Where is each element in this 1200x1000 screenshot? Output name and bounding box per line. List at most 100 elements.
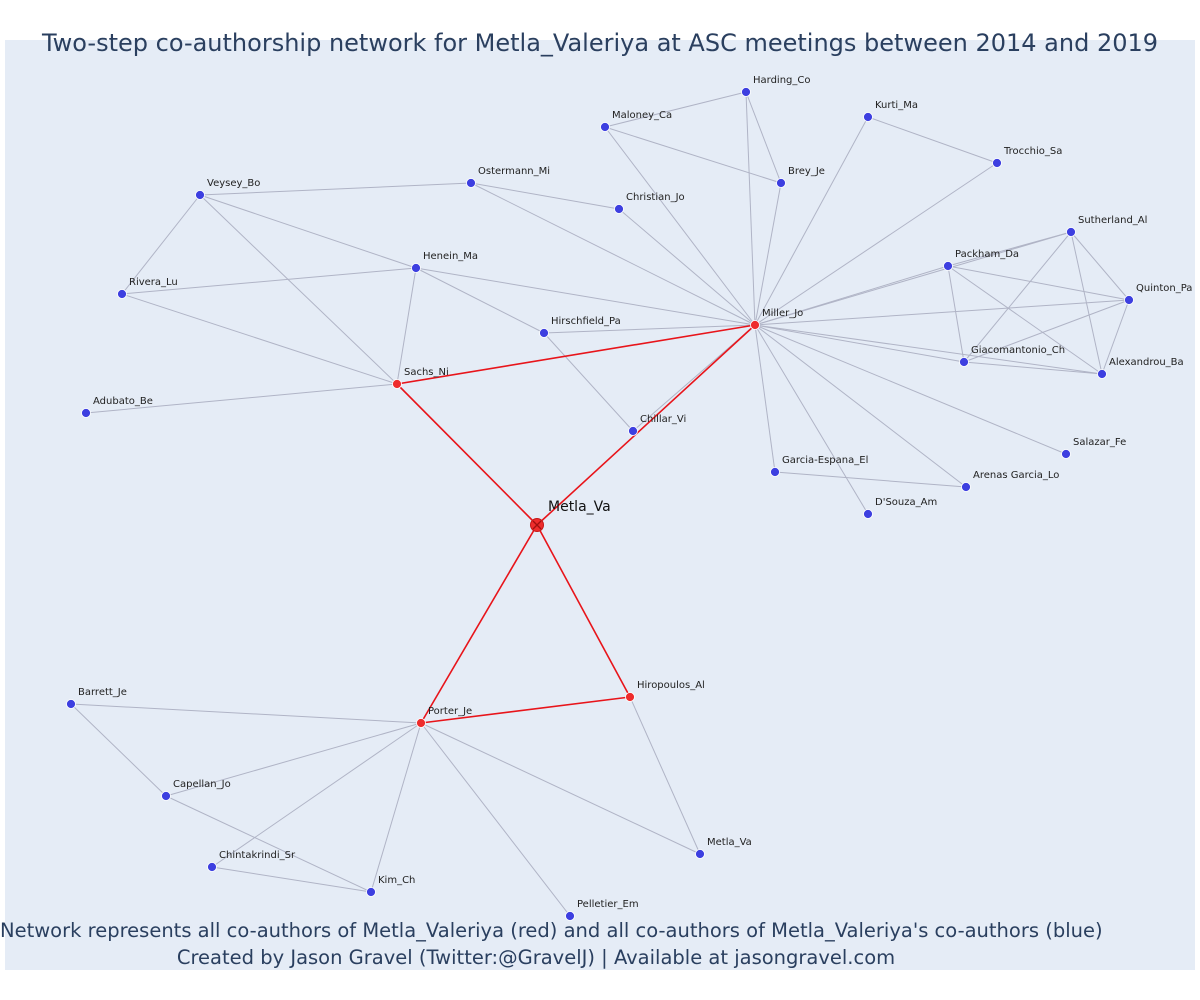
node-salazar_fe[interactable] <box>1061 449 1071 459</box>
node-label-pelletier_em: Pelletier_Em <box>577 899 639 910</box>
edge-miller_jo-giacomantonio_ch <box>754 324 965 363</box>
node-porter_je[interactable] <box>416 718 426 728</box>
edge-miller_jo-arenas_garcia_lo <box>754 324 967 488</box>
node-label-arenas_garcia_lo: Arenas Garcia_Lo <box>973 470 1059 481</box>
node-maloney_ca[interactable] <box>600 122 610 132</box>
node-label-christian_jo: Christian_Jo <box>626 192 685 203</box>
edge-veysey_bo-rivera_lu <box>121 194 201 295</box>
edge-christian_jo-miller_jo <box>618 208 756 326</box>
edge-sachs_ni-henein_ma <box>396 267 417 385</box>
node-kim_ch[interactable] <box>366 887 376 897</box>
node-label-metla_va_focus: Metla_Va <box>548 499 611 515</box>
footer-line-description: Network represents all co-authors of Met… <box>0 919 1103 942</box>
node-label-chintakrindi_sr: Chintakrindi_Sr <box>219 850 296 861</box>
node-label-miller_jo: Miller_Jo <box>762 308 803 319</box>
node-rivera_lu[interactable] <box>117 289 127 299</box>
node-arenas_garcia_lo[interactable] <box>961 482 971 492</box>
node-chillar_vi[interactable] <box>628 426 638 436</box>
edge-porter_je-pelletier_em <box>420 722 571 917</box>
edge-metla_va_focus-miller_jo <box>536 324 756 526</box>
node-label-adubato_be: Adubato_Be <box>93 396 153 407</box>
node-alexandrou_ba[interactable] <box>1097 369 1107 379</box>
label-layer: Metla_Va Sachs_Ni Miller_Jo Porter_Je Hiropo… <box>78 75 1192 910</box>
footer-caption: Network represents all co-authors of Met… <box>0 917 1103 971</box>
edge-kurti_ma-trocchio_sa <box>867 116 998 164</box>
node-label-maloney_ca: Maloney_Ca <box>612 110 672 121</box>
node-label-barrett_je: Barrett_Je <box>78 687 127 698</box>
edge-sachs_ni-adubato_be <box>85 383 398 414</box>
node-label-sutherland_al: Sutherland_Al <box>1078 215 1147 226</box>
edge-packham_da-quinton_pa <box>947 265 1130 301</box>
edge-ostermann_mi-miller_jo <box>470 182 756 326</box>
edge-metla_va_focus-porter_je <box>420 524 538 724</box>
edge-miller_jo-salazar_fe <box>754 324 1067 455</box>
edge-metla_va_focus-hiropoulos_al <box>536 524 631 698</box>
edge-sutherland_al-quinton_pa <box>1070 231 1130 301</box>
node-label-kim_ch: Kim_Ch <box>378 875 415 886</box>
edge-porter_je-chintakrindi_sr <box>211 722 422 868</box>
node-hiropoulos_al[interactable] <box>625 692 635 702</box>
edge-miller_jo-dsouza_am <box>754 324 869 515</box>
edge-veysey_bo-henein_ma <box>199 194 417 269</box>
node-pelletier_em[interactable] <box>565 911 575 921</box>
edge-maloney_ca-harding_co <box>604 91 747 128</box>
node-miller_jo[interactable] <box>750 320 760 330</box>
node-label-brey_je: Brey_Je <box>788 166 825 177</box>
node-adubato_be[interactable] <box>81 408 91 418</box>
node-sutherland_al[interactable] <box>1066 227 1076 237</box>
edge-sachs_ni-rivera_lu <box>121 293 398 385</box>
node-harding_co[interactable] <box>741 87 751 97</box>
edge-miller_jo-alexandrou_ba <box>754 324 1103 375</box>
edge-ostermann_mi-christian_jo <box>470 182 620 210</box>
edge-packham_da-sutherland_al <box>947 231 1072 267</box>
node-hirschfield_pa[interactable] <box>539 328 549 338</box>
node-label-quinton_pa: Quinton_Pa <box>1136 283 1192 294</box>
edge-henein_ma-miller_jo <box>415 267 756 326</box>
node-label-garcia_espana_el: Garcia-Espana_El <box>782 455 868 466</box>
node-giacomantonio_ch[interactable] <box>959 357 969 367</box>
edge-henein_ma-hirschfield_pa <box>415 267 545 334</box>
node-label-harding_co: Harding_Co <box>753 75 811 86</box>
node-henein_ma[interactable] <box>411 263 421 273</box>
node-metla_va_other[interactable] <box>695 849 705 859</box>
edge-porter_je-barrett_je <box>70 703 422 724</box>
node-label-capellan_jo: Capellan_Jo <box>173 779 231 790</box>
edge-giacomantonio_ch-alexandrou_ba <box>963 361 1103 375</box>
node-capellan_jo[interactable] <box>161 791 171 801</box>
node-layer <box>66 87 1134 921</box>
node-veysey_bo[interactable] <box>195 190 205 200</box>
edge-sutherland_al-giacomantonio_ch <box>963 231 1072 363</box>
node-label-dsouza_am: D'Souza_Am <box>875 497 937 508</box>
node-trocchio_sa[interactable] <box>992 158 1002 168</box>
edge-garcia_espana_el-arenas_garcia_lo <box>774 471 967 488</box>
node-garcia_espana_el[interactable] <box>770 467 780 477</box>
node-barrett_je[interactable] <box>66 699 76 709</box>
focus-cross-icon <box>532 520 542 530</box>
edge-quinton_pa-alexandrou_ba <box>1101 299 1130 375</box>
node-christian_jo[interactable] <box>614 204 624 214</box>
node-sachs_ni[interactable] <box>392 379 402 389</box>
edge-rivera_lu-henein_ma <box>121 267 417 295</box>
edge-brey_je-miller_jo <box>754 182 782 326</box>
edge-metla_va_focus-sachs_ni <box>396 383 538 526</box>
node-brey_je[interactable] <box>776 178 786 188</box>
node-packham_da[interactable] <box>943 261 953 271</box>
edge-kurti_ma-miller_jo <box>754 116 869 326</box>
node-label-trocchio_sa: Trocchio_Sa <box>1003 146 1062 157</box>
node-dsouza_am[interactable] <box>863 509 873 519</box>
edge-layer <box>70 91 1130 917</box>
node-label-kurti_ma: Kurti_Ma <box>875 100 918 111</box>
node-ostermann_mi[interactable] <box>466 178 476 188</box>
node-label-hiropoulos_al: Hiropoulos_Al <box>637 680 705 691</box>
node-label-alexandrou_ba: Alexandrou_Ba <box>1109 357 1184 368</box>
edge-porter_je-metla_va_other <box>420 722 701 855</box>
node-chintakrindi_sr[interactable] <box>207 862 217 872</box>
node-label-porter_je: Porter_Je <box>428 706 472 717</box>
node-label-veysey_bo: Veysey_Bo <box>207 178 260 189</box>
node-label-rivera_lu: Rivera_Lu <box>129 277 178 288</box>
edge-porter_je-capellan_jo <box>165 722 422 797</box>
node-label-sachs_ni: Sachs_Ni <box>404 367 449 378</box>
node-kurti_ma[interactable] <box>863 112 873 122</box>
edge-packham_da-giacomantonio_ch <box>947 265 965 363</box>
node-quinton_pa[interactable] <box>1124 295 1134 305</box>
